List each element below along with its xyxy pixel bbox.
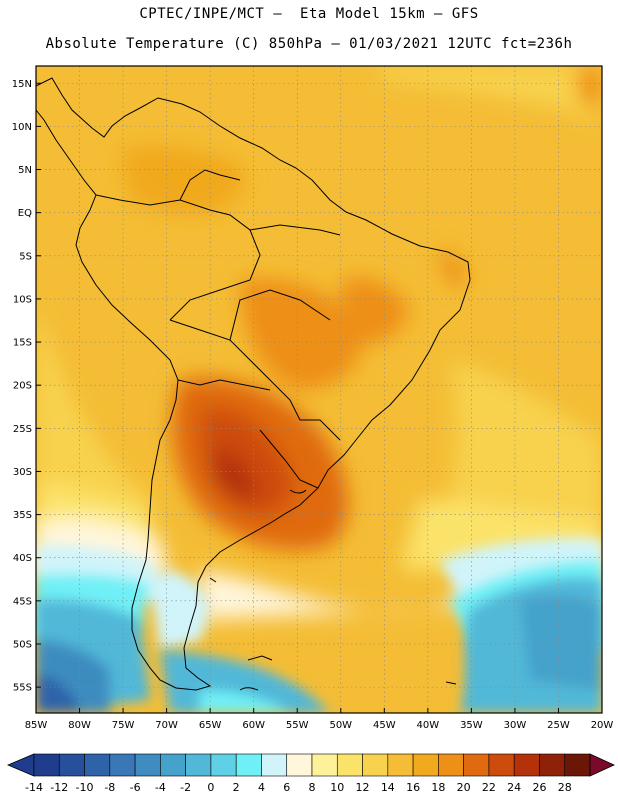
colorbar-swatch (261, 753, 288, 777)
colorbar-arrow-left (6, 753, 35, 777)
lon-label: 45W (373, 720, 396, 731)
lat-lon-grid (35, 66, 603, 713)
lat-label: 45S (13, 596, 32, 607)
colorbar-label: 22 (482, 781, 496, 794)
lat-label: 20S (13, 381, 32, 392)
colorbar-label: 28 (558, 781, 572, 794)
colorbar-swatch (210, 753, 237, 777)
longitude-labels: 85W 80W 75W 70W 65W 60W 55W 50W 45W 40W 35W 30W 25W 2… (25, 720, 614, 731)
lat-label: 15S (13, 338, 32, 349)
lon-label: 25W (547, 720, 570, 731)
colorbar-swatch (160, 753, 186, 777)
colorbar-swatch (235, 753, 262, 777)
lon-label: 70W (155, 720, 178, 731)
colorbar-swatch (58, 753, 85, 777)
coastline (35, 77, 471, 691)
colorbar-swatch (311, 753, 338, 777)
colorbar-label: 14 (381, 781, 395, 794)
lat-label: 10S (13, 294, 32, 305)
lon-label: 65W (199, 720, 222, 731)
colorbar-labels: -14 -12 -10 -8 -6 -4 -2 0 2 4 6 8 10 12 14 16 18 20 22 24 26… (25, 781, 572, 794)
lon-label: 80W (68, 720, 91, 731)
colorbar-label: 12 (356, 781, 370, 794)
colorbar-label: -14 (25, 781, 43, 794)
colorbar-swatch (513, 753, 540, 777)
colorbar-swatch (362, 753, 389, 777)
lat-label: 15N (12, 79, 32, 90)
colorbar-arrow-right (589, 753, 615, 777)
lon-label: 30W (504, 720, 527, 731)
lon-label: 35W (460, 720, 483, 731)
colorbar-label: 24 (507, 781, 521, 794)
lat-label: 50S (13, 639, 32, 650)
lat-label: 10N (12, 122, 32, 133)
colorbar-label: 18 (431, 781, 445, 794)
latitude-labels: 15N 10N 5N EQ 5S 10S 15S 20S 25S 30S 35S 40S 45S 50S 5… (12, 79, 32, 694)
colorbar-swatch (134, 753, 161, 777)
lon-label: 55W (286, 720, 309, 731)
map-title-line1: CPTEC/INPE/MCT – Eta Model 15km – GFS (139, 6, 479, 22)
colorbar-swatch (564, 753, 591, 777)
lon-label: 85W (25, 720, 48, 731)
colorbar (6, 753, 615, 777)
lon-label: 60W (242, 720, 265, 731)
colorbar-label: -12 (50, 781, 68, 794)
colorbar-label: -10 (76, 781, 94, 794)
colorbar-label: 26 (532, 781, 546, 794)
colorbar-swatch (539, 753, 566, 777)
colorbar-label: -2 (180, 781, 191, 794)
colorbar-label: 2 (233, 781, 240, 794)
map-frame (35, 65, 603, 714)
lat-label: 40S (13, 553, 32, 564)
colorbar-swatch (336, 753, 363, 777)
colorbar-label: 0 (207, 781, 214, 794)
map-title-line2: Absolute Temperature (C) 850hPa – 01/03/… (45, 36, 573, 52)
lat-label: 30S (13, 467, 32, 478)
lon-label: 50W (329, 720, 352, 731)
lat-label: 5S (19, 251, 32, 262)
lat-label: EQ (18, 208, 32, 219)
colorbar-swatch (286, 753, 313, 777)
colorbar-swatch (84, 753, 111, 777)
lat-label: 55S (13, 683, 32, 694)
colorbar-swatch (488, 753, 515, 777)
colorbar-label: -6 (130, 781, 141, 794)
colorbar-label: 10 (330, 781, 344, 794)
colorbar-label: 4 (258, 781, 265, 794)
colorbar-swatch (185, 753, 212, 777)
colorbar-swatch (33, 753, 60, 777)
colorbar-label: 8 (309, 781, 316, 794)
lon-label: 40W (417, 720, 440, 731)
lat-label: 35S (13, 510, 32, 521)
colorbar-swatch (109, 753, 136, 777)
lat-label: 25S (13, 424, 32, 435)
colorbar-label: -4 (155, 781, 166, 794)
lon-label: 75W (112, 720, 135, 731)
lon-label: 20W (591, 720, 614, 731)
colorbar-swatch (387, 753, 414, 777)
colorbar-swatch (438, 753, 464, 777)
colorbar-label: 16 (406, 781, 420, 794)
colorbar-swatch (412, 753, 439, 777)
temperature-field (36, 66, 602, 713)
colorbar-label: 20 (457, 781, 471, 794)
colorbar-swatch (463, 753, 490, 777)
colorbar-label: 6 (283, 781, 290, 794)
colorbar-label: -8 (104, 781, 115, 794)
lat-label: 5N (18, 165, 32, 176)
